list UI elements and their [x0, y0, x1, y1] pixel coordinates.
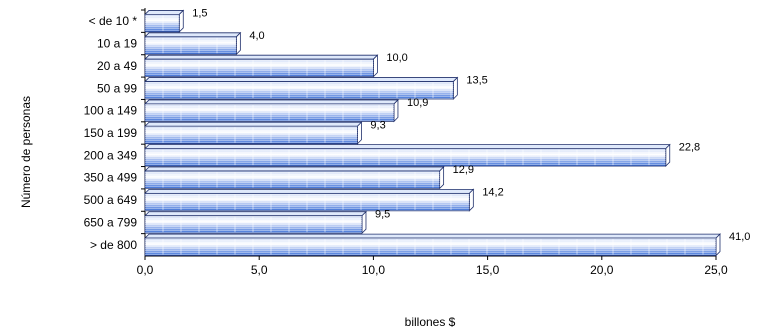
bar-side [235, 31, 241, 56]
category-label: 100 a 149 [84, 104, 138, 118]
bar-side [665, 143, 671, 168]
bar-texture [145, 36, 237, 55]
bar-top [144, 54, 379, 60]
bar-top [144, 144, 671, 150]
data-label: 12,9 [453, 164, 474, 176]
category-label: < de 10 * [89, 14, 138, 28]
x-tick-label: 25,0 [704, 263, 728, 277]
category-label: 50 a 99 [97, 81, 137, 95]
x-tick-label: 10,0 [362, 263, 386, 277]
data-label: 41,0 [729, 231, 750, 243]
bar-top [144, 211, 367, 217]
bar-side [178, 9, 184, 33]
x-tick-label: 20,0 [590, 263, 614, 277]
y-axis-title: Número de personas [19, 96, 33, 208]
category-label: 500 a 649 [84, 193, 138, 207]
data-label: 1,5 [192, 7, 207, 19]
bar-texture [145, 103, 394, 122]
category-label: 350 a 499 [84, 171, 138, 185]
bar-top [144, 188, 475, 194]
category-label: 10 a 19 [97, 37, 137, 51]
bar-texture [145, 171, 440, 189]
data-label: 13,5 [466, 75, 487, 87]
data-label: 4,0 [249, 30, 264, 42]
bar-top [144, 233, 721, 239]
bar-texture [145, 59, 374, 77]
bar-top [144, 32, 242, 38]
category-label: 200 a 349 [84, 148, 138, 162]
bar-side [715, 233, 721, 257]
data-label: 10,0 [386, 52, 407, 64]
category-label: 650 a 799 [84, 215, 138, 229]
bar-side [452, 76, 458, 100]
bar-texture [145, 81, 454, 99]
x-axis-title: billones $ [405, 315, 456, 329]
category-label: 150 a 199 [84, 126, 138, 140]
bar-side [372, 54, 378, 78]
bar-texture [145, 238, 716, 256]
data-label: 9,5 [375, 209, 390, 221]
x-tick-label: 15,0 [476, 263, 500, 277]
bar-side [393, 98, 399, 123]
data-label: 14,2 [482, 186, 503, 198]
x-tick-label: 0,0 [137, 263, 154, 277]
data-label: 22,8 [679, 142, 700, 154]
bar-top [144, 77, 459, 82]
bar-texture [145, 126, 358, 144]
bar-top [144, 99, 399, 105]
x-tick-label: 5,0 [251, 263, 268, 277]
bar-side [439, 166, 445, 190]
bar-side [361, 210, 367, 235]
data-label: 9,3 [370, 119, 385, 131]
bar-texture [145, 148, 666, 167]
bar-top [144, 10, 185, 15]
bar-side [357, 121, 362, 145]
bar-side [468, 188, 474, 212]
bar-texture [145, 14, 180, 32]
data-label: 10,9 [407, 97, 428, 109]
bar-top [144, 121, 363, 127]
bar-top [144, 166, 445, 172]
category-label: > de 800 [90, 238, 137, 252]
category-label: 20 a 49 [97, 59, 137, 73]
